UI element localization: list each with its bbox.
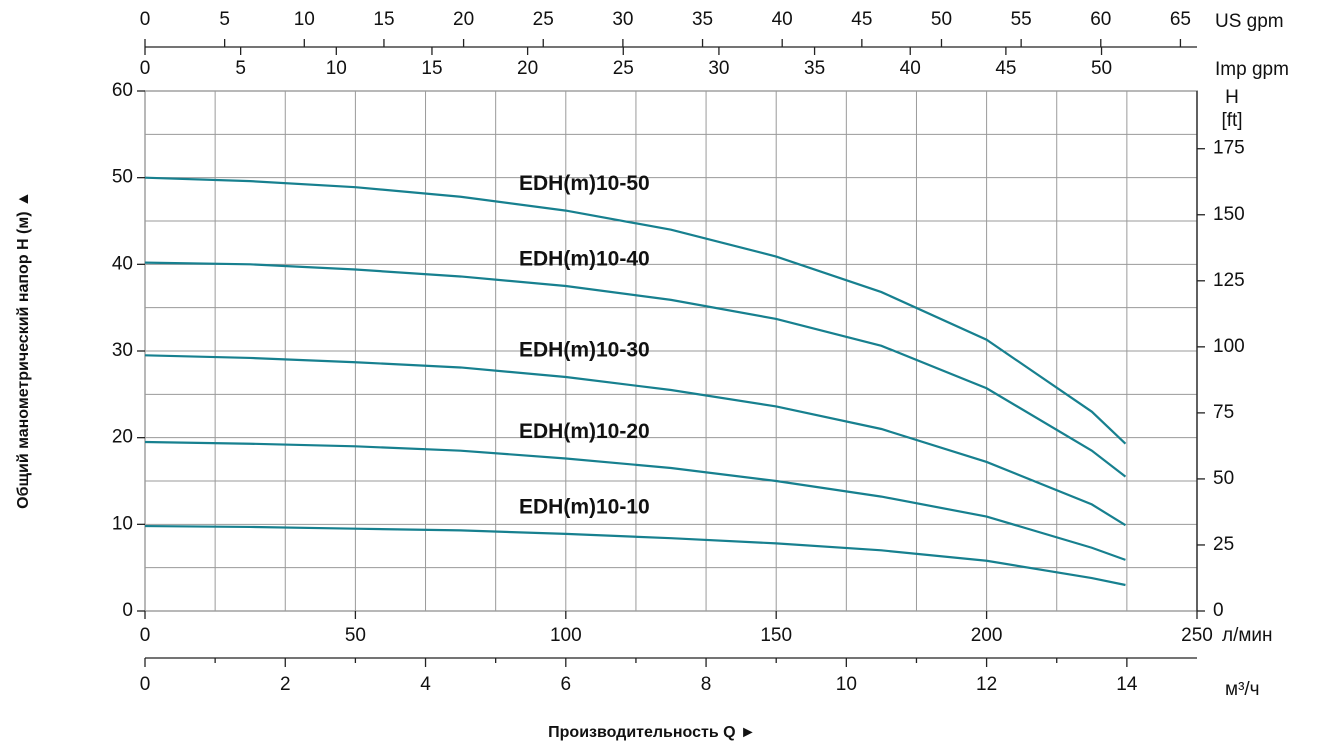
y-tick-label: 30 xyxy=(112,340,133,361)
y-tick-label: 10 xyxy=(112,513,133,534)
m3h-unit: м³/ч xyxy=(1225,679,1260,700)
x3-tick-label: 65 xyxy=(1170,9,1191,30)
y-tick-label: 20 xyxy=(112,427,133,448)
lmin-unit: л/мин xyxy=(1222,625,1273,646)
x-tick-label: 250 xyxy=(1181,625,1213,646)
x3-tick-label: 55 xyxy=(1011,9,1032,30)
y2-tick-label: 75 xyxy=(1213,402,1234,423)
curve-label: EDH(m)10-20 xyxy=(519,420,650,443)
x3-tick-label: 5 xyxy=(219,9,230,30)
x2-tick-label: 14 xyxy=(1116,674,1138,695)
x-tick-label: 0 xyxy=(140,625,151,646)
x-tick-label: 50 xyxy=(345,625,366,646)
x-title: Производительность Q ► xyxy=(548,724,756,741)
x2-tick-label: 4 xyxy=(420,674,431,695)
ft-unit: [ft] xyxy=(1221,110,1242,131)
y-tick-label: 60 xyxy=(112,80,133,101)
y-tick-label: 50 xyxy=(112,167,133,188)
curve-label: EDH(m)10-50 xyxy=(519,172,650,195)
x3-tick-label: 35 xyxy=(692,9,713,30)
x4-tick-label: 15 xyxy=(421,58,442,79)
y2-tick-label: 175 xyxy=(1213,138,1245,159)
x4-tick-label: 40 xyxy=(900,58,921,79)
x3-tick-label: 25 xyxy=(533,9,554,30)
curve xyxy=(144,176,1127,445)
x3-tick-label: 10 xyxy=(294,9,315,30)
x2-tick-label: 0 xyxy=(140,674,151,695)
y2-tick-label: 125 xyxy=(1213,270,1245,291)
x4-tick-label: 25 xyxy=(613,58,634,79)
x4-tick-label: 30 xyxy=(708,58,729,79)
y-tick-label: 40 xyxy=(112,253,133,274)
x3-tick-label: 20 xyxy=(453,9,474,30)
x4-tick-label: 10 xyxy=(326,58,347,79)
x4-tick-label: 0 xyxy=(140,58,151,79)
x2-tick-label: 10 xyxy=(836,674,857,695)
x4-tick-label: 35 xyxy=(804,58,825,79)
imp-gpm-unit: Imp gpm xyxy=(1215,59,1289,80)
x4-tick-label: 20 xyxy=(517,58,538,79)
curve xyxy=(144,440,1126,561)
curve xyxy=(144,261,1127,478)
x-tick-label: 200 xyxy=(971,625,1003,646)
x3-tick-label: 15 xyxy=(373,9,394,30)
x3-tick-label: 0 xyxy=(140,9,151,30)
x2-tick-label: 2 xyxy=(280,674,291,695)
x3-tick-label: 60 xyxy=(1090,9,1111,30)
y2-tick-label: 25 xyxy=(1213,534,1234,555)
ft-unit: H xyxy=(1225,87,1239,108)
x2-tick-label: 12 xyxy=(976,674,997,695)
x-tick-label: 150 xyxy=(760,625,792,646)
curve xyxy=(144,524,1126,587)
x-tick-label: 100 xyxy=(550,625,582,646)
y2-tick-label: 100 xyxy=(1213,336,1245,357)
y2-tick-label: 50 xyxy=(1213,468,1234,489)
x3-tick-label: 50 xyxy=(931,9,952,30)
y-title: Общий манометрический напор H (м) ▲ xyxy=(15,191,32,509)
x4-tick-label: 5 xyxy=(235,58,246,79)
x3-tick-label: 40 xyxy=(772,9,793,30)
x4-tick-label: 45 xyxy=(995,58,1016,79)
y-tick-label: 0 xyxy=(122,600,133,621)
x2-tick-label: 6 xyxy=(561,674,572,695)
curve xyxy=(144,354,1127,527)
y2-tick-label: 0 xyxy=(1213,600,1224,621)
y2-tick-label: 150 xyxy=(1213,204,1245,225)
x3-tick-label: 30 xyxy=(612,9,633,30)
us-gpm-unit: US gpm xyxy=(1215,11,1284,32)
curve-label: EDH(m)10-30 xyxy=(519,339,650,362)
x4-tick-label: 50 xyxy=(1091,58,1112,79)
x3-tick-label: 45 xyxy=(851,9,872,30)
x2-tick-label: 8 xyxy=(701,674,712,695)
curve-label: EDH(m)10-10 xyxy=(519,495,650,518)
curve-label: EDH(m)10-40 xyxy=(519,248,650,271)
